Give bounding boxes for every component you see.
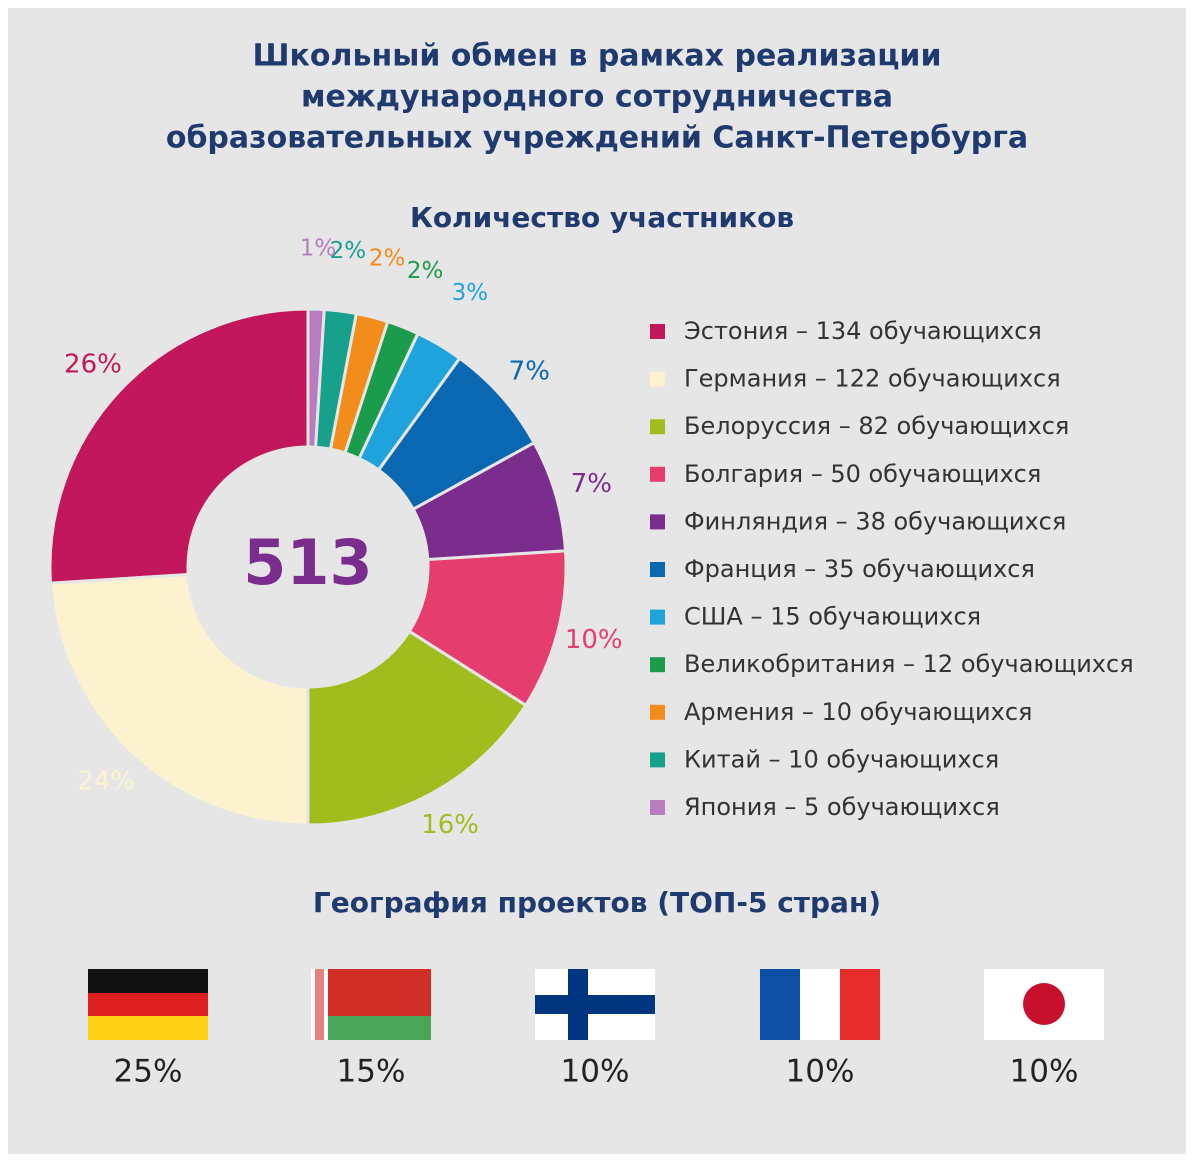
flag-japan	[984, 969, 1104, 1040]
slice-label: 16%	[421, 810, 479, 840]
legend-swatch	[650, 752, 665, 768]
center-total: 513	[243, 526, 372, 599]
donut-slice	[306, 307, 326, 449]
flag-finland	[535, 969, 655, 1040]
legend-label: Франция – 35 обучающихся	[684, 555, 1035, 583]
slice-label: 3%	[452, 280, 489, 306]
slice-label: 2%	[407, 258, 444, 284]
legend-label: Китай – 10 обучающихся	[684, 745, 999, 773]
slice-label: 26%	[64, 350, 122, 380]
legend-swatch	[650, 704, 665, 720]
flag-germany	[88, 969, 208, 1040]
legend-swatch	[650, 324, 665, 339]
title-line: образовательных учреждений Санкт-Петербу…	[166, 121, 1028, 156]
flag-belarus	[311, 969, 431, 1040]
slice-label: 24%	[77, 767, 135, 797]
legend-label: США – 15 обучающихся	[684, 603, 981, 631]
legend-swatch	[650, 657, 665, 673]
legend-label: Великобритания – 12 обучающихся	[684, 650, 1134, 678]
legend-swatch	[650, 562, 665, 577]
legend-label: Белоруссия – 82 обучающихся	[684, 412, 1069, 440]
legend-label: Япония – 5 обучающихся	[684, 793, 1000, 821]
donut-slice	[48, 307, 310, 585]
slice-label: 7%	[571, 469, 612, 499]
legend-swatch	[650, 466, 665, 482]
legend-swatch	[650, 800, 665, 815]
legend-label: Финляндия – 38 обучающихся	[684, 507, 1066, 535]
flag-share-label: 25%	[114, 1054, 183, 1090]
donut-slice	[48, 572, 310, 827]
section-title: География проектов (ТОП-5 стран)	[313, 886, 881, 919]
donut-slice	[306, 629, 528, 827]
slice-label: 10%	[565, 625, 623, 655]
legend-swatch	[650, 371, 665, 387]
legend-swatch	[650, 514, 665, 530]
flag-share-label: 10%	[561, 1054, 630, 1090]
legend-label: Болгария – 50 обучающихся	[684, 460, 1041, 488]
slice-label: 2%	[330, 238, 367, 264]
flag-france	[760, 969, 880, 1040]
flag-share-label: 10%	[786, 1054, 855, 1090]
legend-label: Эстония – 134 обучающихся	[684, 317, 1042, 345]
legend-swatch	[650, 609, 665, 625]
title-line: международного сотрудничества	[301, 80, 893, 115]
background	[8, 8, 1186, 1154]
slice-label: 1%	[300, 236, 337, 262]
slice-label: 2%	[369, 245, 406, 271]
legend-swatch	[650, 419, 665, 435]
legend-label: Армения – 10 обучающихся	[684, 698, 1033, 726]
slice-label: 7%	[509, 356, 550, 386]
title-line: Школьный обмен в рамках реализации	[253, 39, 942, 74]
chart-title: Количество участников	[410, 201, 794, 234]
flag-share-label: 15%	[337, 1054, 406, 1090]
flag-share-label: 10%	[1010, 1054, 1079, 1090]
legend-label: Германия – 122 обучающихся	[684, 365, 1061, 393]
